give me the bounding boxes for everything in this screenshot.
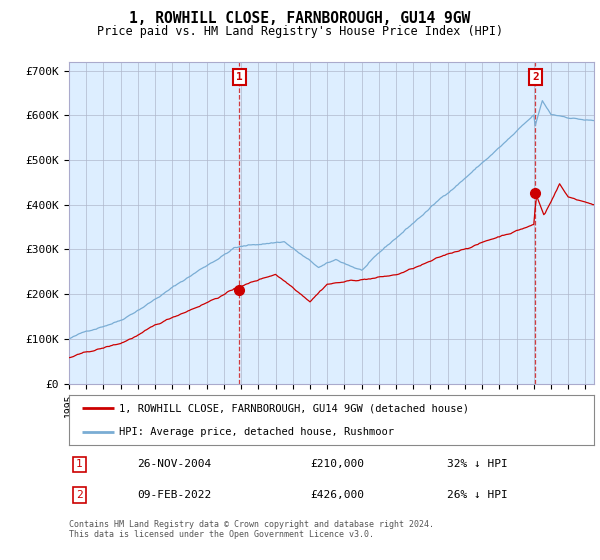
Text: 2: 2 xyxy=(532,72,539,82)
Text: 1, ROWHILL CLOSE, FARNBOROUGH, GU14 9GW (detached house): 1, ROWHILL CLOSE, FARNBOROUGH, GU14 9GW … xyxy=(119,403,469,413)
Text: Price paid vs. HM Land Registry's House Price Index (HPI): Price paid vs. HM Land Registry's House … xyxy=(97,25,503,38)
Text: 26-NOV-2004: 26-NOV-2004 xyxy=(137,459,212,469)
Text: 26% ↓ HPI: 26% ↓ HPI xyxy=(447,490,508,500)
Text: 1: 1 xyxy=(236,72,243,82)
Text: 32% ↓ HPI: 32% ↓ HPI xyxy=(447,459,508,469)
Text: £426,000: £426,000 xyxy=(311,490,365,500)
Text: 09-FEB-2022: 09-FEB-2022 xyxy=(137,490,212,500)
Text: 1, ROWHILL CLOSE, FARNBOROUGH, GU14 9GW: 1, ROWHILL CLOSE, FARNBOROUGH, GU14 9GW xyxy=(130,11,470,26)
Text: Contains HM Land Registry data © Crown copyright and database right 2024.
This d: Contains HM Land Registry data © Crown c… xyxy=(69,520,434,539)
Text: HPI: Average price, detached house, Rushmoor: HPI: Average price, detached house, Rush… xyxy=(119,427,394,437)
Text: 1: 1 xyxy=(76,459,83,469)
Text: £210,000: £210,000 xyxy=(311,459,365,469)
Text: 2: 2 xyxy=(76,490,83,500)
